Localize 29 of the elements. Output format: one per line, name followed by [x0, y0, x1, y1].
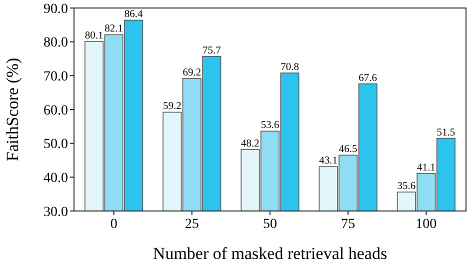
data-label: 35.6: [397, 181, 416, 192]
data-label: 70.8: [280, 62, 299, 73]
y-tick-label: 40.0: [44, 171, 68, 186]
y-axis-title: FaithScore (%): [3, 58, 22, 162]
y-tick-label: 30.0: [44, 204, 68, 220]
x-axis-title: Number of masked retrieval heads: [152, 244, 388, 263]
data-label: 46.5: [338, 144, 358, 156]
y-tick-label: 70.0: [44, 70, 68, 85]
data-label: 82.1: [104, 24, 124, 35]
y-tick-label: 80.0: [44, 36, 68, 51]
x-tick-label: 50: [263, 217, 277, 232]
data-label: 75.7: [202, 45, 221, 56]
y-tick-label: 60.0: [44, 103, 68, 118]
data-label: 67.6: [358, 72, 378, 84]
y-tick-label: 50.0: [44, 137, 68, 152]
data-label: 80.1: [84, 30, 104, 42]
data-label: 86.4: [124, 9, 144, 20]
x-tick-label: 25: [184, 217, 199, 232]
x-tick-label: 75: [341, 217, 356, 232]
y-tick-label: 90.0: [44, 2, 68, 17]
data-label: 53.6: [260, 120, 280, 132]
x-tick-label: 0: [110, 217, 118, 232]
x-tick-label: 100: [416, 217, 437, 232]
data-label: 48.2: [241, 138, 260, 150]
data-label: 69.2: [182, 67, 202, 78]
data-label: 59.2: [162, 101, 182, 112]
data-label: 51.5: [436, 127, 456, 138]
data-label: 43.1: [319, 156, 338, 167]
data-label: 41.1: [416, 162, 436, 174]
